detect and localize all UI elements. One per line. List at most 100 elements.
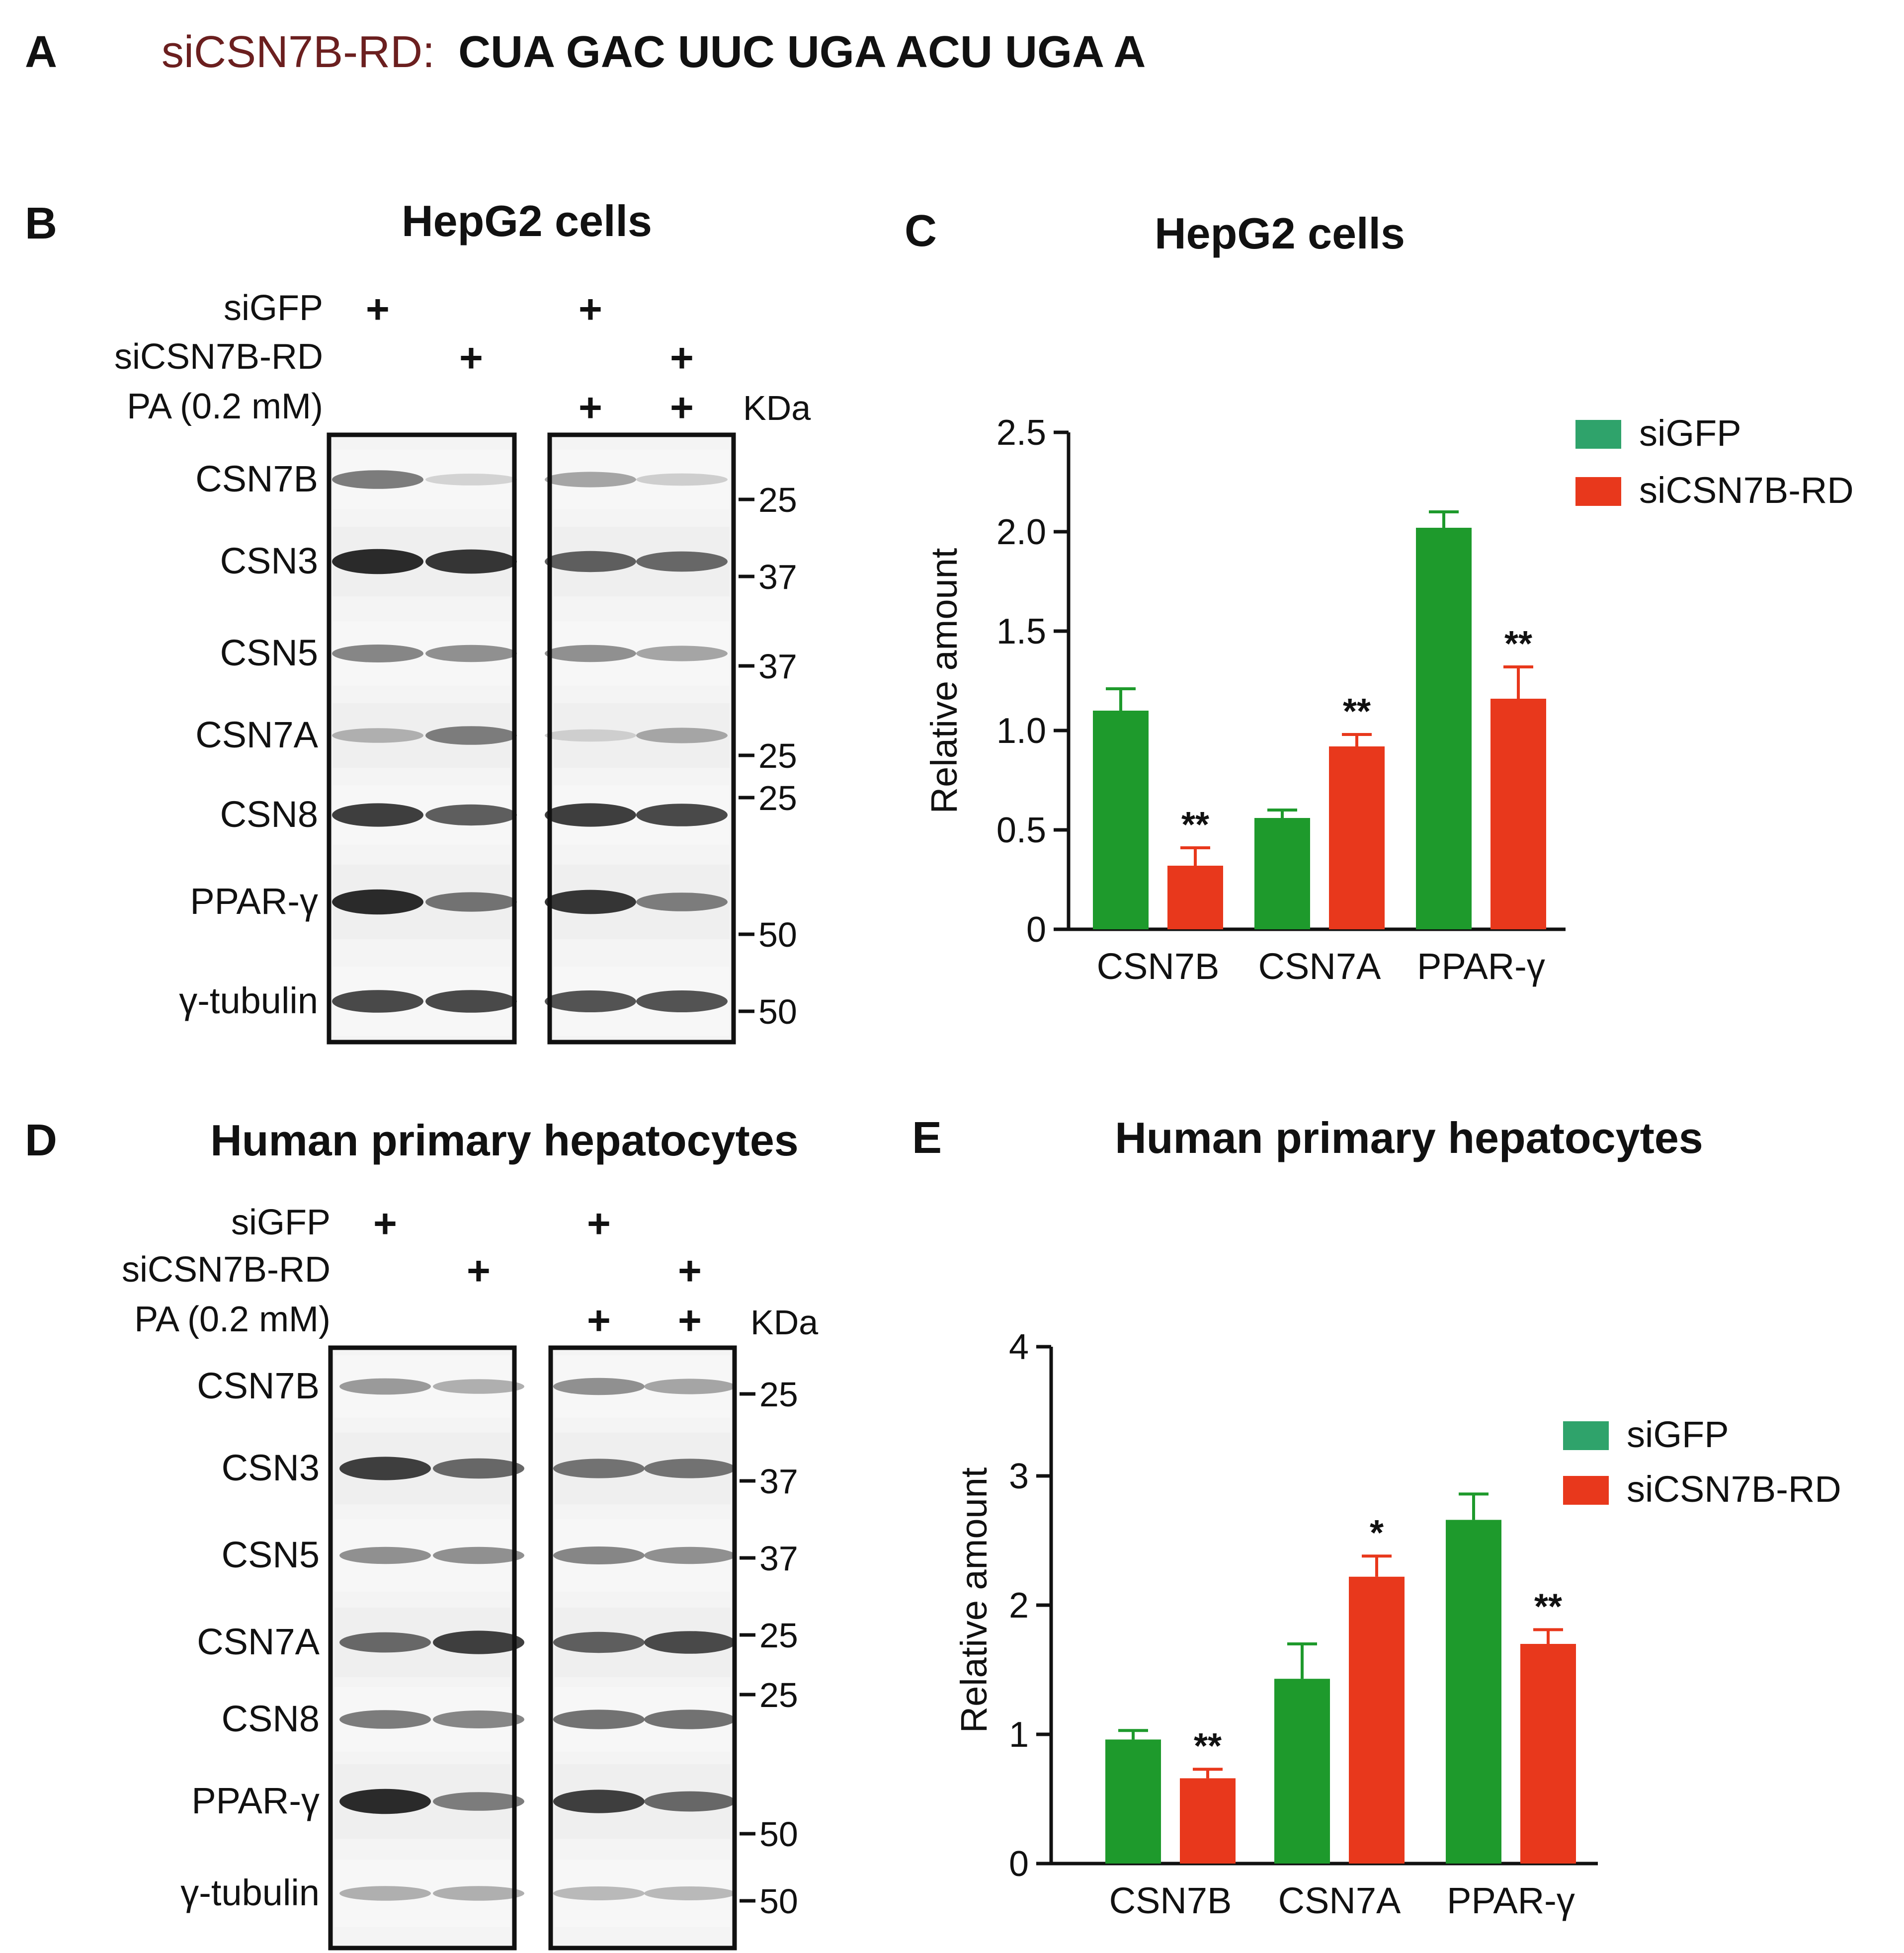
bar-siGFP [1416, 528, 1472, 929]
blot-row-label: CSN7B [195, 458, 318, 499]
blot-band [553, 1790, 645, 1813]
x-tick-label: PPAR-γ [1417, 946, 1545, 987]
x-tick-label: CSN7B [1097, 946, 1220, 987]
blot-row-label: CSN7B [197, 1365, 320, 1406]
chart-title: Human primary hepatocytes [1115, 1113, 1703, 1162]
blot-band [425, 990, 517, 1013]
blot-band [545, 890, 636, 914]
y-axis-label: Relative amount [923, 548, 965, 814]
blot-band [339, 1378, 431, 1395]
blot-band [425, 645, 517, 662]
panel-letter: C [905, 206, 937, 256]
blot-row-label: PPAR-γ [190, 881, 318, 922]
blot-band [545, 645, 636, 662]
kda-marker-label: 37 [759, 1462, 798, 1501]
blot-band [332, 990, 423, 1013]
blot-band [545, 990, 636, 1012]
bar-siGFP [1446, 1520, 1501, 1864]
kda-marker-label: 37 [758, 558, 797, 596]
panel-a-sequence-line: siCSN7B-RD: CUA GAC UUC UGA ACU UGA A [162, 27, 1146, 77]
legend-swatch [1563, 1421, 1609, 1450]
y-tick-label: 4 [1009, 1327, 1029, 1367]
blot-band [553, 1378, 645, 1395]
blot-band [339, 1632, 431, 1653]
blot-band [644, 1709, 736, 1729]
blot-band [339, 1789, 431, 1814]
condition-plus: + [459, 335, 483, 381]
blot-band [644, 1379, 736, 1394]
sirna-sequence: CUA GAC UUC UGA ACU UGA A [458, 27, 1146, 77]
blot-row-label: CSN5 [220, 632, 318, 673]
kda-marker-label: 37 [759, 1539, 798, 1578]
blot-band [425, 892, 517, 912]
blot-row-label: CSN3 [220, 540, 318, 581]
y-tick-label: 0 [1009, 1844, 1029, 1884]
sirna-name: siCSN7B-RD: [162, 27, 435, 77]
blot-title: Human primary hepatocytes [210, 1116, 799, 1165]
chart-title: HepG2 cells [1155, 209, 1405, 258]
blot-row-label: γ-tubulin [180, 1872, 320, 1913]
blot-row-label: CSN5 [222, 1534, 320, 1575]
y-tick-label: 1.5 [996, 612, 1046, 651]
panel-letter: E [912, 1113, 942, 1163]
legend-swatch [1575, 420, 1621, 449]
blot-frame [328, 1345, 517, 1951]
blot-frame [547, 432, 736, 1045]
kda-label: KDa [743, 389, 811, 427]
y-tick-label: 1.0 [996, 711, 1046, 751]
kda-marker-label: 25 [759, 1616, 798, 1655]
y-tick-label: 3 [1009, 1457, 1029, 1496]
condition-plus: + [678, 1248, 702, 1294]
condition-label: PA (0.2 mM) [134, 1300, 331, 1339]
condition-plus: + [587, 1201, 611, 1246]
kda-marker-label: 50 [759, 1882, 798, 1921]
blot-band [636, 893, 728, 911]
blot-band [553, 1459, 645, 1478]
panel-letter: B [25, 199, 57, 248]
x-tick-label: CSN7A [1258, 946, 1381, 987]
condition-label: siCSN7B-RD [114, 337, 323, 377]
kda-marker-label: 50 [758, 992, 797, 1031]
blot-band [425, 549, 517, 574]
panel-a-letter: A [25, 27, 57, 77]
condition-label: PA (0.2 mM) [127, 387, 323, 426]
bar-chart-panel-e: E Human primary hepatocytes 0 1 2 3 4 Relative … [912, 1113, 1841, 1921]
blot-row-label: PPAR-γ [191, 1780, 320, 1821]
kda-marker-label: 50 [758, 915, 797, 954]
kda-label: KDa [750, 1303, 818, 1342]
blot-row-label: CSN7A [195, 714, 318, 755]
blot-row-label: CSN8 [220, 794, 318, 835]
blot-band [644, 1546, 736, 1564]
blot-band [332, 470, 423, 489]
condition-plus: + [678, 1298, 702, 1343]
legend-label: siGFP [1639, 412, 1741, 454]
blot-band [332, 728, 423, 743]
blot-band [636, 990, 728, 1012]
panel-letter: D [25, 1116, 57, 1165]
blot-band [553, 1709, 645, 1729]
bar-siGFP [1274, 1679, 1330, 1864]
legend-label: siGFP [1627, 1414, 1729, 1455]
blot-band [425, 804, 517, 826]
blot-band [332, 645, 423, 662]
legend-label: siCSN7B-RD [1639, 470, 1854, 511]
blot-band [433, 1886, 524, 1901]
bar-siCSN7B-RD [1167, 866, 1223, 929]
kda-marker-label: 25 [758, 779, 797, 817]
condition-plus: + [670, 385, 694, 430]
bar-siCSN7B-RD [1329, 746, 1385, 929]
significance-marker: ** [1343, 692, 1371, 732]
condition-plus: + [467, 1248, 491, 1294]
blot-band [644, 1631, 736, 1654]
condition-plus: + [366, 287, 390, 332]
blot-band [644, 1791, 736, 1812]
condition-label: siCSN7B-RD [122, 1250, 331, 1290]
blot-band [545, 472, 636, 488]
x-tick-label: CSN7A [1278, 1880, 1401, 1921]
blot-frame [327, 432, 517, 1045]
bar-siGFP [1105, 1739, 1161, 1864]
bar-siCSN7B-RD [1349, 1576, 1405, 1864]
